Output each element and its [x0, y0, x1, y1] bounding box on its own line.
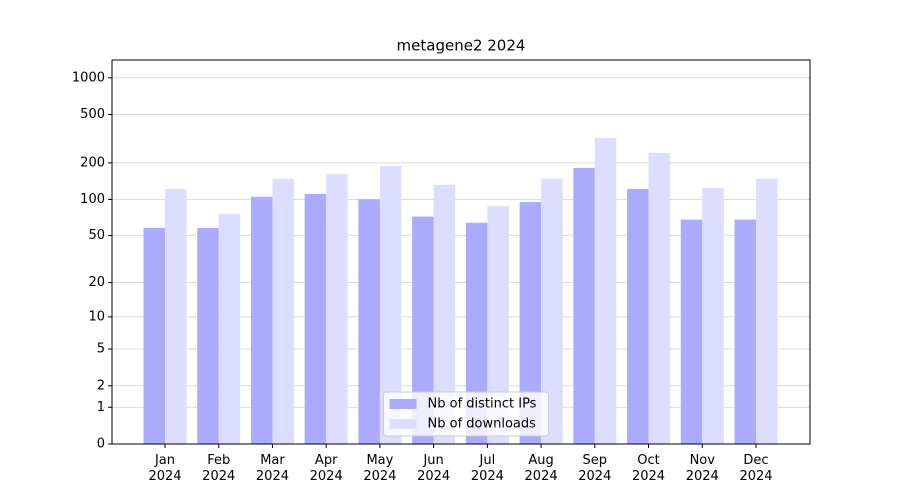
- x-tick-label: Mar 2024: [255, 453, 289, 484]
- bar: [573, 167, 595, 444]
- legend-label: Nb of distinct IPs: [428, 397, 537, 412]
- bar: [250, 196, 273, 444]
- legend: Nb of distinct IPs Nb of downloads: [383, 391, 549, 437]
- x-tick-label: Jun 2024: [417, 453, 451, 484]
- y-tick-label: 0: [97, 437, 105, 452]
- bar: [218, 213, 241, 444]
- bar: [143, 227, 165, 444]
- y-tick-label: 2: [97, 378, 105, 393]
- x-tick-label: Nov 2024: [685, 453, 719, 484]
- x-tick-label: Oct 2024: [631, 453, 666, 484]
- bar: [358, 199, 380, 444]
- x-tick-label: Feb 2024: [202, 453, 236, 484]
- y-tick-label: 20: [88, 275, 105, 290]
- y-tick-label: 200: [80, 155, 105, 170]
- bar: [756, 178, 778, 444]
- bar: [627, 188, 649, 444]
- legend-swatch: [389, 399, 417, 409]
- x-tick-label: Jul 2024: [470, 453, 504, 484]
- x-tick-label: Jan 2024: [148, 453, 182, 484]
- legend-label: Nb of downloads: [428, 417, 537, 432]
- bar: [680, 219, 703, 444]
- bar: [734, 219, 756, 444]
- bar: [197, 227, 219, 444]
- chart-title: metagene2 2024: [397, 37, 526, 55]
- bar: [165, 188, 187, 444]
- legend-swatch: [389, 419, 417, 429]
- bar: [326, 174, 348, 445]
- x-tick-label: Apr 2024: [309, 453, 343, 484]
- bar: [465, 222, 488, 444]
- plot-frame: [111, 59, 811, 445]
- y-tick-label: 100: [80, 192, 105, 207]
- bar: [412, 216, 434, 444]
- y-tick-label: 500: [80, 107, 105, 122]
- y-tick-label: 5: [97, 342, 105, 357]
- x-tick-label: Dec 2024: [739, 453, 773, 484]
- x-tick-label: Sep 2024: [578, 453, 612, 484]
- legend-box: [383, 391, 549, 437]
- x-tick-label: May 2024: [363, 453, 397, 484]
- y-tick-label: 50: [88, 228, 105, 243]
- y-tick-label: 1: [97, 400, 105, 415]
- bar: [487, 206, 509, 444]
- bar: [304, 193, 327, 444]
- y-tick-label: 1000: [72, 70, 105, 85]
- bar: [594, 137, 617, 445]
- bar: [702, 188, 724, 444]
- x-tick-label: Aug 2024: [524, 453, 558, 484]
- bar: [541, 178, 563, 444]
- bar: [433, 184, 456, 444]
- bar: [272, 178, 294, 444]
- bar: [379, 165, 402, 444]
- bar: [648, 152, 671, 445]
- y-tick-label: 10: [88, 309, 105, 324]
- bar: [519, 202, 542, 444]
